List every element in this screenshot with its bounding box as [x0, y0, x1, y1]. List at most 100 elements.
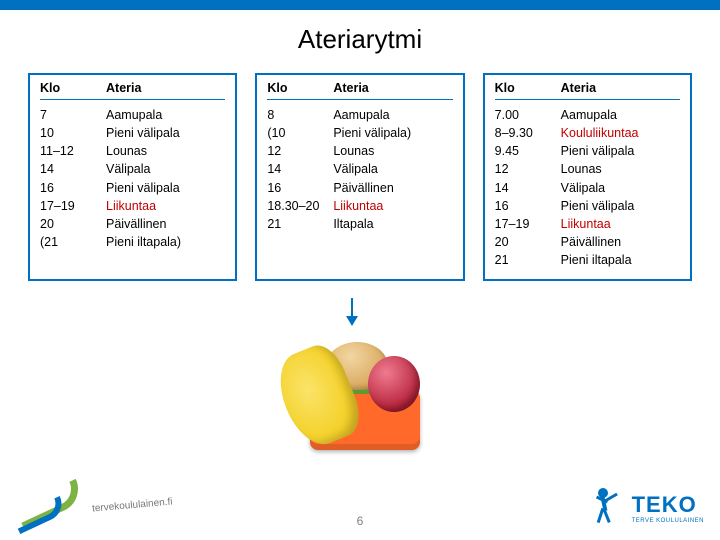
schedule-row: 20Päivällinen: [495, 233, 680, 251]
klo-cell: 21: [267, 215, 333, 233]
ateria-cell: Iltapala: [333, 215, 452, 233]
ateria-cell: Aamupala: [106, 106, 225, 124]
schedule-row: 14Välipala: [40, 160, 225, 178]
schedule-header: Klo Ateria: [495, 81, 680, 100]
schedules-container: Klo Ateria 7Aamupala10Pieni välipala11–1…: [0, 73, 720, 281]
klo-cell: 16: [40, 179, 106, 197]
klo-cell: 12: [495, 160, 561, 178]
klo-cell: 20: [40, 215, 106, 233]
page-title: Ateriarytmi: [0, 24, 720, 55]
food-illustration: [270, 320, 450, 470]
header-klo: Klo: [267, 81, 333, 95]
schedule-row: 7Aamupala: [40, 106, 225, 124]
ateria-cell: Välipala: [106, 160, 225, 178]
schedule-row: 11–12Lounas: [40, 142, 225, 160]
left-logo-text: tervekoululainen.fi: [92, 496, 173, 514]
klo-cell: (10: [267, 124, 333, 142]
klo-cell: 17–19: [495, 215, 561, 233]
schedule-box-3: Klo Ateria 7.00Aamupala8–9.30Koululiikun…: [483, 73, 692, 281]
schedule-row: 12Lounas: [267, 142, 452, 160]
ateria-cell: Aamupala: [333, 106, 452, 124]
ateria-cell: Pieni välipala: [561, 197, 680, 215]
apple-shape: [368, 356, 420, 412]
header-ateria: Ateria: [106, 81, 225, 95]
klo-cell: 16: [495, 197, 561, 215]
footer-right-logo: TEKO TERVE KOULULAINEN: [594, 488, 704, 528]
schedule-row: 10Pieni välipala: [40, 124, 225, 142]
schedule-header: Klo Ateria: [40, 81, 225, 100]
schedule-row: 7.00Aamupala: [495, 106, 680, 124]
schedule-header: Klo Ateria: [267, 81, 452, 100]
teko-figure-icon: [594, 488, 626, 528]
ateria-cell: Koululiikuntaa: [561, 124, 680, 142]
schedule-row: 9.45Pieni välipala: [495, 142, 680, 160]
teko-logo-subtext: TERVE KOULULAINEN: [632, 518, 704, 524]
ateria-cell: Päivällinen: [333, 179, 452, 197]
klo-cell: 14: [40, 160, 106, 178]
klo-cell: 7.00: [495, 106, 561, 124]
schedule-row: 14Välipala: [267, 160, 452, 178]
schedule-row: 8–9.30Koululiikuntaa: [495, 124, 680, 142]
schedule-rows-1: 7Aamupala10Pieni välipala11–12Lounas14Vä…: [40, 106, 225, 251]
ateria-cell: Välipala: [333, 160, 452, 178]
ateria-cell: Lounas: [333, 142, 452, 160]
klo-cell: (21: [40, 233, 106, 251]
schedule-row: 17–19Liikuntaa: [495, 215, 680, 233]
klo-cell: 21: [495, 251, 561, 269]
schedule-row: 21Pieni iltapala: [495, 251, 680, 269]
ateria-cell: Pieni välipala: [106, 179, 225, 197]
schedule-row: 16Päivällinen: [267, 179, 452, 197]
schedule-row: (10Pieni välipala): [267, 124, 452, 142]
ateria-cell: Lounas: [106, 142, 225, 160]
header-klo: Klo: [495, 81, 561, 95]
arrow-down-icon: [342, 298, 362, 326]
klo-cell: 11–12: [40, 142, 106, 160]
ateria-cell: Pieni iltapala): [106, 233, 225, 251]
header-ateria: Ateria: [333, 81, 452, 95]
schedule-box-2: Klo Ateria 8Aamupala(10Pieni välipala)12…: [255, 73, 464, 281]
schedule-row: 18.30–20Liikuntaa: [267, 197, 452, 215]
footer-left-logo: tervekoululainen.fi: [12, 480, 173, 530]
ateria-cell: Välipala: [561, 179, 680, 197]
ateria-cell: Pieni välipala: [561, 142, 680, 160]
ateria-cell: Päivällinen: [106, 215, 225, 233]
klo-cell: 8–9.30: [495, 124, 561, 142]
schedule-row: 21Iltapala: [267, 215, 452, 233]
schedule-row: 20Päivällinen: [40, 215, 225, 233]
schedule-row: (21Pieni iltapala): [40, 233, 225, 251]
schedule-rows-2: 8Aamupala(10Pieni välipala)12Lounas14Väl…: [267, 106, 452, 233]
teko-text-block: TEKO TERVE KOULULAINEN: [632, 492, 704, 524]
klo-cell: 9.45: [495, 142, 561, 160]
schedule-box-1: Klo Ateria 7Aamupala10Pieni välipala11–1…: [28, 73, 237, 281]
schedule-rows-3: 7.00Aamupala8–9.30Koululiikuntaa9.45Pien…: [495, 106, 680, 269]
ateria-cell: Pieni välipala): [333, 124, 452, 142]
klo-cell: 10: [40, 124, 106, 142]
ateria-cell: Pieni välipala: [106, 124, 225, 142]
header-klo: Klo: [40, 81, 106, 95]
schedule-row: 17–19Liikuntaa: [40, 197, 225, 215]
schedule-row: 8Aamupala: [267, 106, 452, 124]
schedule-row: 16Pieni välipala: [40, 179, 225, 197]
klo-cell: 7: [40, 106, 106, 124]
klo-cell: 14: [267, 160, 333, 178]
klo-cell: 16: [267, 179, 333, 197]
teko-logo-text: TEKO: [632, 492, 704, 518]
klo-cell: 8: [267, 106, 333, 124]
page-number: 6: [357, 514, 364, 528]
ateria-cell: Liikuntaa: [561, 215, 680, 233]
klo-cell: 12: [267, 142, 333, 160]
klo-cell: 18.30–20: [267, 197, 333, 215]
swoosh-icon: [12, 480, 90, 530]
header-ateria: Ateria: [561, 81, 680, 95]
klo-cell: 14: [495, 179, 561, 197]
schedule-row: 14Välipala: [495, 179, 680, 197]
top-accent-bar: [0, 0, 720, 10]
schedule-row: 12Lounas: [495, 160, 680, 178]
klo-cell: 20: [495, 233, 561, 251]
schedule-row: 16Pieni välipala: [495, 197, 680, 215]
ateria-cell: Päivällinen: [561, 233, 680, 251]
ateria-cell: Liikuntaa: [106, 197, 225, 215]
ateria-cell: Liikuntaa: [333, 197, 452, 215]
ateria-cell: Lounas: [561, 160, 680, 178]
ateria-cell: Pieni iltapala: [561, 251, 680, 269]
